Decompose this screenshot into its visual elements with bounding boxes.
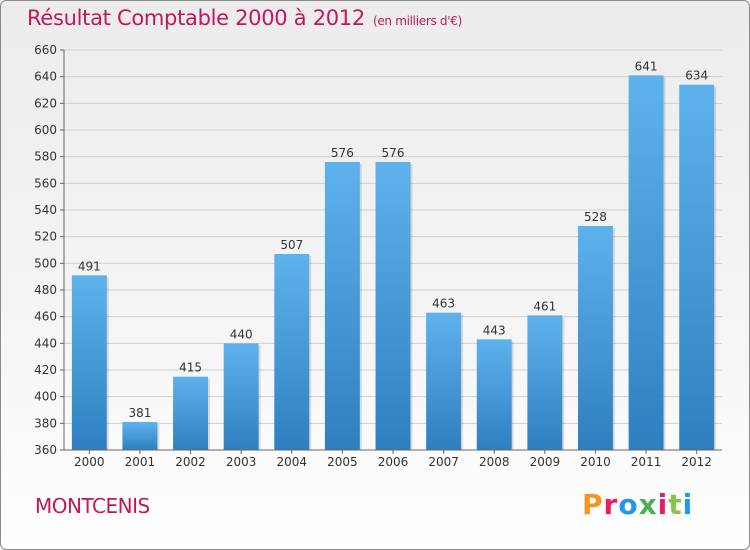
- data-labels: 491 381 415 440 507 576 576 463 443 461 528 641 634: [78, 59, 708, 420]
- chart-unit: (en milliers d'€): [372, 14, 462, 28]
- x-tick-label: 2005: [327, 455, 358, 469]
- bar: [628, 75, 664, 450]
- logo-letter: P: [582, 488, 604, 521]
- y-tick-label: 580: [34, 150, 57, 164]
- y-tick-label: 500: [34, 256, 57, 270]
- chart-title: Résultat Comptable 2000 à 2012 (en millie…: [27, 6, 462, 30]
- data-label: 641: [635, 59, 658, 73]
- bar: [527, 315, 563, 450]
- x-tick-label: 2009: [530, 455, 561, 469]
- bar: [679, 84, 715, 451]
- bars: [71, 75, 717, 451]
- y-tick-label: 440: [34, 336, 57, 350]
- bar: [324, 162, 360, 450]
- x-tick-label: 2004: [276, 455, 307, 469]
- data-label: 463: [432, 297, 455, 311]
- bar: [476, 339, 512, 450]
- bar: [274, 254, 310, 450]
- x-tick-label: 2002: [175, 455, 206, 469]
- x-tick-label: 2000: [74, 455, 105, 469]
- x-axis: 2000 2001 2002 2003 2004 2005 2006 2007 2008 2009…: [64, 449, 722, 469]
- x-tick-label: 2011: [631, 455, 662, 469]
- data-label: 576: [382, 146, 405, 160]
- data-label: 443: [483, 323, 506, 337]
- logo-letter: r: [603, 488, 619, 521]
- bar: [577, 226, 613, 450]
- y-tick-label: 380: [34, 416, 57, 430]
- logo-letter: x: [638, 488, 658, 521]
- data-label: 634: [685, 69, 708, 83]
- bar: [426, 312, 462, 450]
- x-tick-label: 2001: [125, 455, 156, 469]
- y-tick-label: 420: [34, 363, 57, 377]
- commune-name: MONTCENIS: [35, 494, 150, 518]
- bar: [173, 376, 209, 450]
- y-tick-label: 600: [34, 123, 57, 137]
- bar: [71, 275, 107, 450]
- y-tick-label: 360: [34, 443, 57, 457]
- bar: [223, 343, 259, 450]
- x-tick-label: 2008: [479, 455, 510, 469]
- data-label: 507: [280, 238, 303, 252]
- data-label: 491: [78, 259, 101, 273]
- x-tick-label: 2012: [681, 455, 712, 469]
- data-label: 381: [128, 406, 151, 420]
- chart-title-text: Résultat Comptable 2000 à 2012: [27, 6, 365, 30]
- x-tick-label: 2007: [428, 455, 459, 469]
- y-tick-label: 520: [34, 230, 57, 244]
- data-label: 576: [331, 146, 354, 160]
- logo-letter: i: [657, 488, 669, 521]
- x-tick-label: 2010: [580, 455, 611, 469]
- y-tick-label: 480: [34, 283, 57, 297]
- y-tick-label: 640: [34, 70, 57, 84]
- proxiti-logo: Proxiti: [582, 488, 693, 521]
- data-label: 461: [533, 299, 556, 313]
- data-label: 528: [584, 210, 607, 224]
- y-tick-label: 660: [34, 43, 57, 57]
- bar: [122, 422, 158, 450]
- y-tick-label: 620: [34, 96, 57, 110]
- logo-letter: o: [618, 488, 639, 521]
- data-label: 415: [179, 361, 202, 375]
- x-tick-label: 2003: [226, 455, 257, 469]
- bar: [375, 162, 411, 450]
- y-tick-label: 400: [34, 390, 57, 404]
- y-tick-label: 560: [34, 176, 57, 190]
- x-tick-label: 2006: [378, 455, 409, 469]
- data-label: 440: [230, 327, 253, 341]
- y-axis: 360 380 400 420 440 460 480 500 520 540 560 580 600 6…: [34, 43, 65, 457]
- logo-letter: i: [682, 488, 694, 521]
- logo-letter: t: [668, 488, 683, 521]
- y-tick-label: 540: [34, 203, 57, 217]
- y-tick-label: 460: [34, 310, 57, 324]
